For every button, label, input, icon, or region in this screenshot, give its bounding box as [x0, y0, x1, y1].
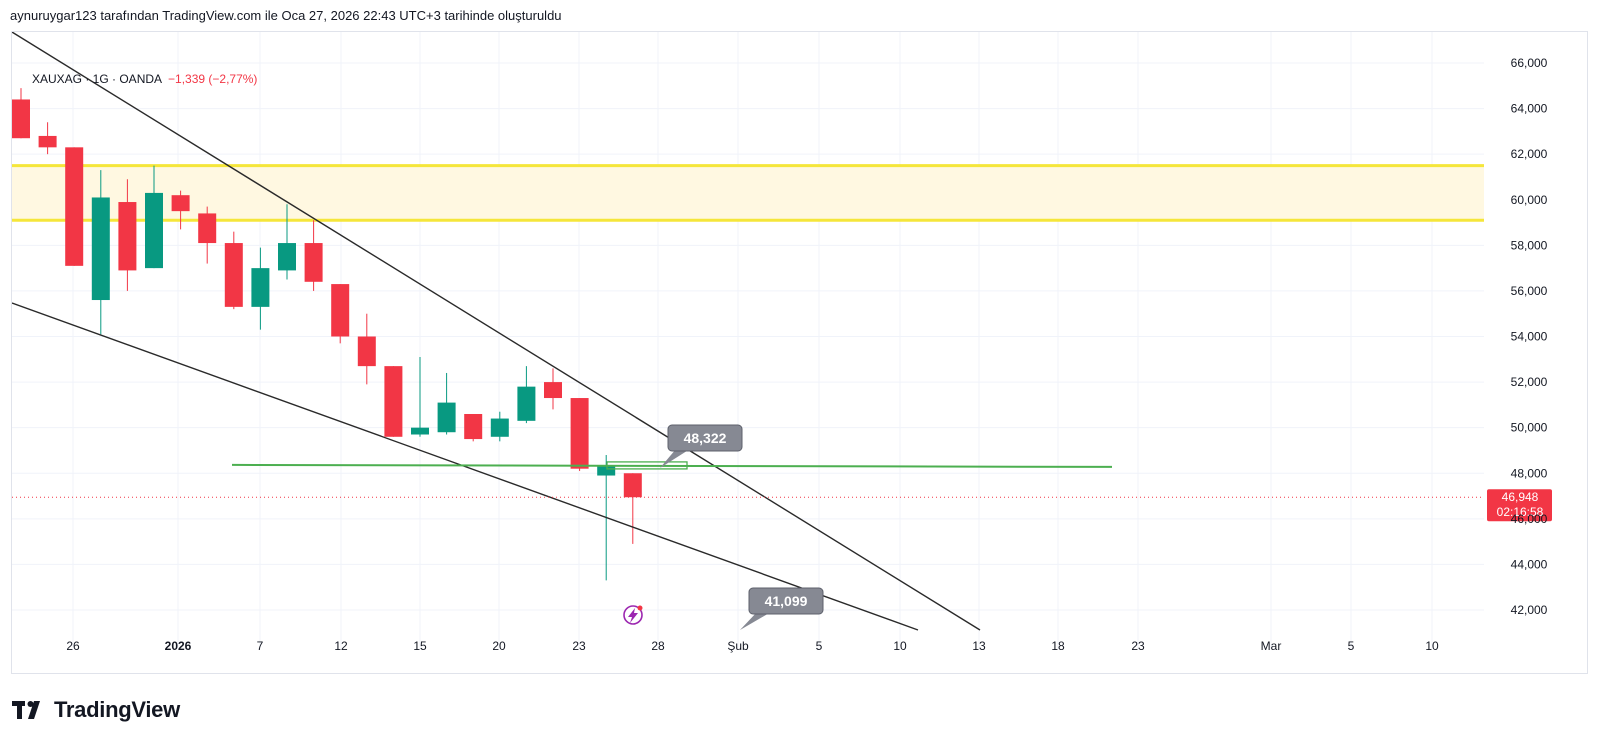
chart-caption: aynuruygar123 tarafından TradingView.com…	[10, 8, 562, 23]
candle-down	[12, 99, 30, 139]
callout-pointer	[660, 449, 690, 468]
x-tick-label: 28	[651, 639, 665, 653]
axes: 42,000 44,000 46,000 48,000 50,000 52,000 54,0…	[66, 56, 1547, 653]
candle-down	[171, 195, 190, 212]
upper-trend-line	[12, 32, 981, 631]
y-tick-label: 60,000	[1511, 193, 1548, 207]
drawings	[12, 32, 1484, 631]
lightning-icon-bolt	[628, 608, 638, 623]
resistance-zone	[12, 164, 1484, 222]
y-tick-label: 48,000	[1511, 466, 1548, 480]
y-tick-label: 64,000	[1511, 102, 1548, 116]
chart-frame[interactable]: 46,948 02:16:58 48,322 41,099 42,000 44,000 4…	[11, 31, 1588, 674]
callout-pointer	[740, 612, 771, 630]
last-price-value: 46,948	[1502, 490, 1539, 504]
candle-up	[517, 386, 536, 421]
last-price-tag	[1487, 489, 1552, 522]
candle-down	[384, 366, 403, 437]
y-tick-label: 50,000	[1511, 421, 1548, 435]
tradingview-logo[interactable]: TradingView	[12, 697, 180, 723]
symbol-legend[interactable]: XAUXAG · 1G · OANDA −1,339 (−2,77%)	[32, 72, 257, 86]
resistance-zone-fill	[12, 165, 1484, 221]
tradingview-brand: TradingView	[54, 697, 180, 722]
candle-down	[38, 135, 57, 148]
lightning-icon-dot	[637, 605, 643, 611]
last-price-countdown: 02:16:58	[1497, 505, 1544, 519]
price-change: −1,339 (−2,77%)	[168, 72, 258, 86]
y-tick-label: 46,000	[1511, 512, 1548, 526]
x-tick-label: 15	[413, 639, 427, 653]
candle-down	[357, 336, 376, 367]
candle-down	[304, 243, 323, 282]
candle-down	[331, 284, 350, 337]
candle-down	[544, 382, 562, 399]
candle-up	[278, 243, 296, 271]
support-level-line	[231, 463, 1113, 468]
x-tick-label: 20	[492, 639, 506, 653]
x-tick-label: Şub	[727, 639, 749, 653]
symbol-name: XAUXAG · 1G · OANDA	[32, 72, 163, 86]
x-tick-label: 18	[1051, 639, 1065, 653]
y-tick-label: 42,000	[1511, 603, 1548, 617]
x-tick-label: 23	[1131, 639, 1145, 653]
lightning-icon	[623, 605, 643, 625]
y-tick-label: 56,000	[1511, 284, 1548, 298]
candle-up	[411, 427, 429, 435]
candle-up	[251, 268, 270, 307]
x-tick-label: 7	[257, 639, 264, 653]
callout-48322-text: 48,322	[684, 430, 727, 446]
candle-down	[118, 202, 137, 271]
y-tick-label: 58,000	[1511, 238, 1548, 252]
candle-down	[623, 473, 642, 498]
candle-down	[570, 398, 589, 469]
tradingview-logo-icon	[12, 701, 40, 719]
grid	[12, 32, 1484, 649]
x-tick-label: 26	[66, 639, 80, 653]
x-tick-label: 5	[1348, 639, 1355, 653]
y-tick-label: 66,000	[1511, 56, 1548, 70]
x-tick-label: 23	[572, 639, 586, 653]
candle-down	[464, 413, 483, 440]
x-tick-label: 12	[334, 639, 348, 653]
y-tick-label: 54,000	[1511, 330, 1548, 344]
candle-up	[490, 418, 509, 437]
x-tick-label: 2026	[165, 639, 192, 653]
candle-up	[91, 197, 110, 301]
lower-trend-line	[12, 302, 919, 631]
callout-41099-text: 41,099	[765, 593, 808, 609]
candle-up	[597, 466, 616, 476]
x-tick-label: Mar	[1261, 639, 1282, 653]
x-tick-label: 10	[893, 639, 907, 653]
y-tick-label: 62,000	[1511, 147, 1548, 161]
x-tick-label: 13	[972, 639, 986, 653]
y-tick-label: 52,000	[1511, 375, 1548, 389]
callout-41099-box	[748, 587, 824, 615]
callout-48322-box	[667, 424, 743, 452]
x-tick-label: 10	[1425, 639, 1439, 653]
x-tick-label: 5	[816, 639, 823, 653]
candle-down	[224, 243, 243, 307]
y-tick-label: 44,000	[1511, 557, 1548, 571]
candle-down	[65, 147, 84, 266]
support-box	[606, 461, 688, 470]
candle-up	[145, 192, 163, 269]
candles	[12, 88, 642, 581]
candle-up	[437, 402, 456, 433]
candle-down	[198, 213, 217, 244]
